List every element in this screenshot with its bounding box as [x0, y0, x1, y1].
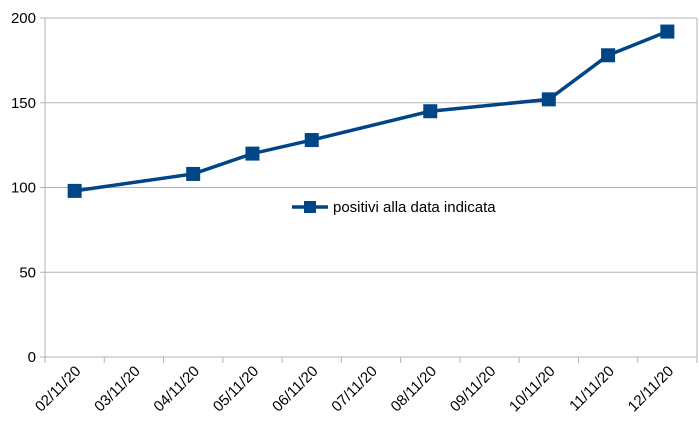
data-point-marker	[541, 92, 556, 107]
legend: positivi alla data indicata	[292, 199, 496, 216]
y-tick-label: 100	[11, 180, 36, 197]
x-tick-label: 08/11/20	[388, 363, 441, 416]
data-point-marker	[423, 104, 438, 119]
x-tick-label: 12/11/20	[625, 363, 678, 416]
y-axis: 0 50 100 150 200	[11, 10, 46, 366]
data-point-marker	[660, 24, 675, 39]
y-tick-label: 50	[19, 264, 36, 281]
x-tick-label: 06/11/20	[269, 363, 322, 416]
x-tick-label: 04/11/20	[150, 363, 203, 416]
data-point-marker	[601, 48, 616, 63]
y-tick-label: 150	[11, 95, 36, 112]
x-tick-label: 03/11/20	[91, 363, 144, 416]
data-point-marker	[67, 183, 82, 198]
x-tick-label: 11/11/20	[566, 363, 618, 415]
y-tick-label: 0	[28, 349, 36, 366]
y-tick-label: 200	[11, 10, 36, 27]
legend-label: positivi alla data indicata	[333, 199, 496, 216]
x-tick-label: 02/11/20	[32, 363, 85, 416]
x-tick-label: 10/11/20	[506, 363, 559, 416]
x-tick-label: 09/11/20	[447, 363, 500, 416]
gridlines	[45, 17, 698, 358]
x-tick-label: 07/11/20	[328, 363, 381, 416]
legend-marker	[304, 201, 316, 213]
series-line	[74, 29, 669, 193]
x-tick-label: 05/11/20	[210, 363, 263, 416]
data-point-marker	[186, 166, 201, 181]
data-point-marker	[304, 133, 319, 148]
data-point-marker	[245, 146, 260, 161]
x-axis: 02/11/20 03/11/20 04/11/20 05/11/20 06/11/20…	[32, 357, 698, 416]
series-layer	[67, 24, 675, 198]
